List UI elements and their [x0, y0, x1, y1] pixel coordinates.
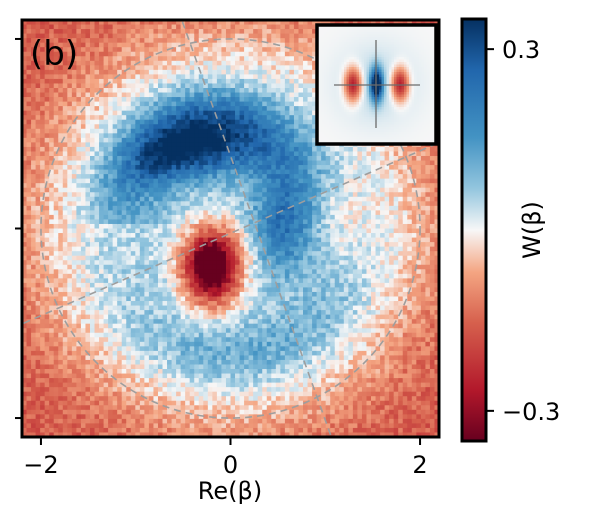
x-tick-label: 2 — [412, 451, 427, 479]
y-axis-ticks — [15, 37, 22, 420]
colorbar-ticks: 0.3 −0.3 — [486, 36, 560, 426]
colorbar-label: W(β) — [518, 201, 546, 259]
colorbar-frame — [460, 17, 488, 443]
x-tick-label: −2 — [23, 451, 58, 479]
dashed-guide-line — [180, 20, 333, 437]
inset-heatmap — [319, 27, 434, 142]
guide-overlay — [22, 20, 439, 437]
inset-plot — [315, 23, 438, 146]
inset-frame — [315, 23, 438, 146]
colorbar-tick-label: 0.3 — [502, 36, 540, 64]
x-tick-label: 0 — [223, 451, 238, 479]
x-axis-ticks: −2 0 2 — [23, 437, 428, 479]
colorbar: 0.3 −0.3 W(β) — [460, 17, 560, 443]
colorbar-tick-label: −0.3 — [502, 398, 560, 426]
panel-label: (b) — [30, 34, 78, 74]
colorbar-gradient — [462, 19, 486, 441]
wigner-heatmap — [22, 20, 439, 437]
dashed-guide-line — [22, 141, 439, 325]
x-axis-label: Re(β) — [198, 477, 262, 505]
dashed-circle — [40, 38, 421, 419]
